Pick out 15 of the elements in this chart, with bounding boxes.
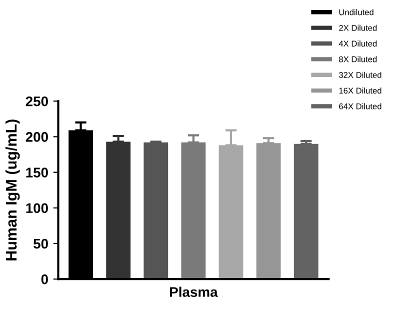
y-tick-label: 150 [26,168,48,178]
y-axis-title: Human IgM (ug/mL) [5,120,20,260]
legend-label: 32X Diluted [339,72,382,78]
y-tick-label: 250 [26,96,48,106]
y-tick-label: 0 [41,274,48,284]
legend-label: 8X Diluted [339,56,377,62]
legend-label: 64X Diluted [339,103,382,110]
y-tick-label: 100 [26,203,48,214]
legend-label: Undiluted [339,9,374,16]
legend-label: 4X Diluted [338,40,377,47]
x-axis-title: Plasma [170,286,218,297]
legend-label: 16X Diluted [339,88,382,94]
legend-label: 2X Diluted [339,24,377,31]
y-tick-label: 200 [26,132,48,142]
y-tick-label: 50 [34,238,48,249]
